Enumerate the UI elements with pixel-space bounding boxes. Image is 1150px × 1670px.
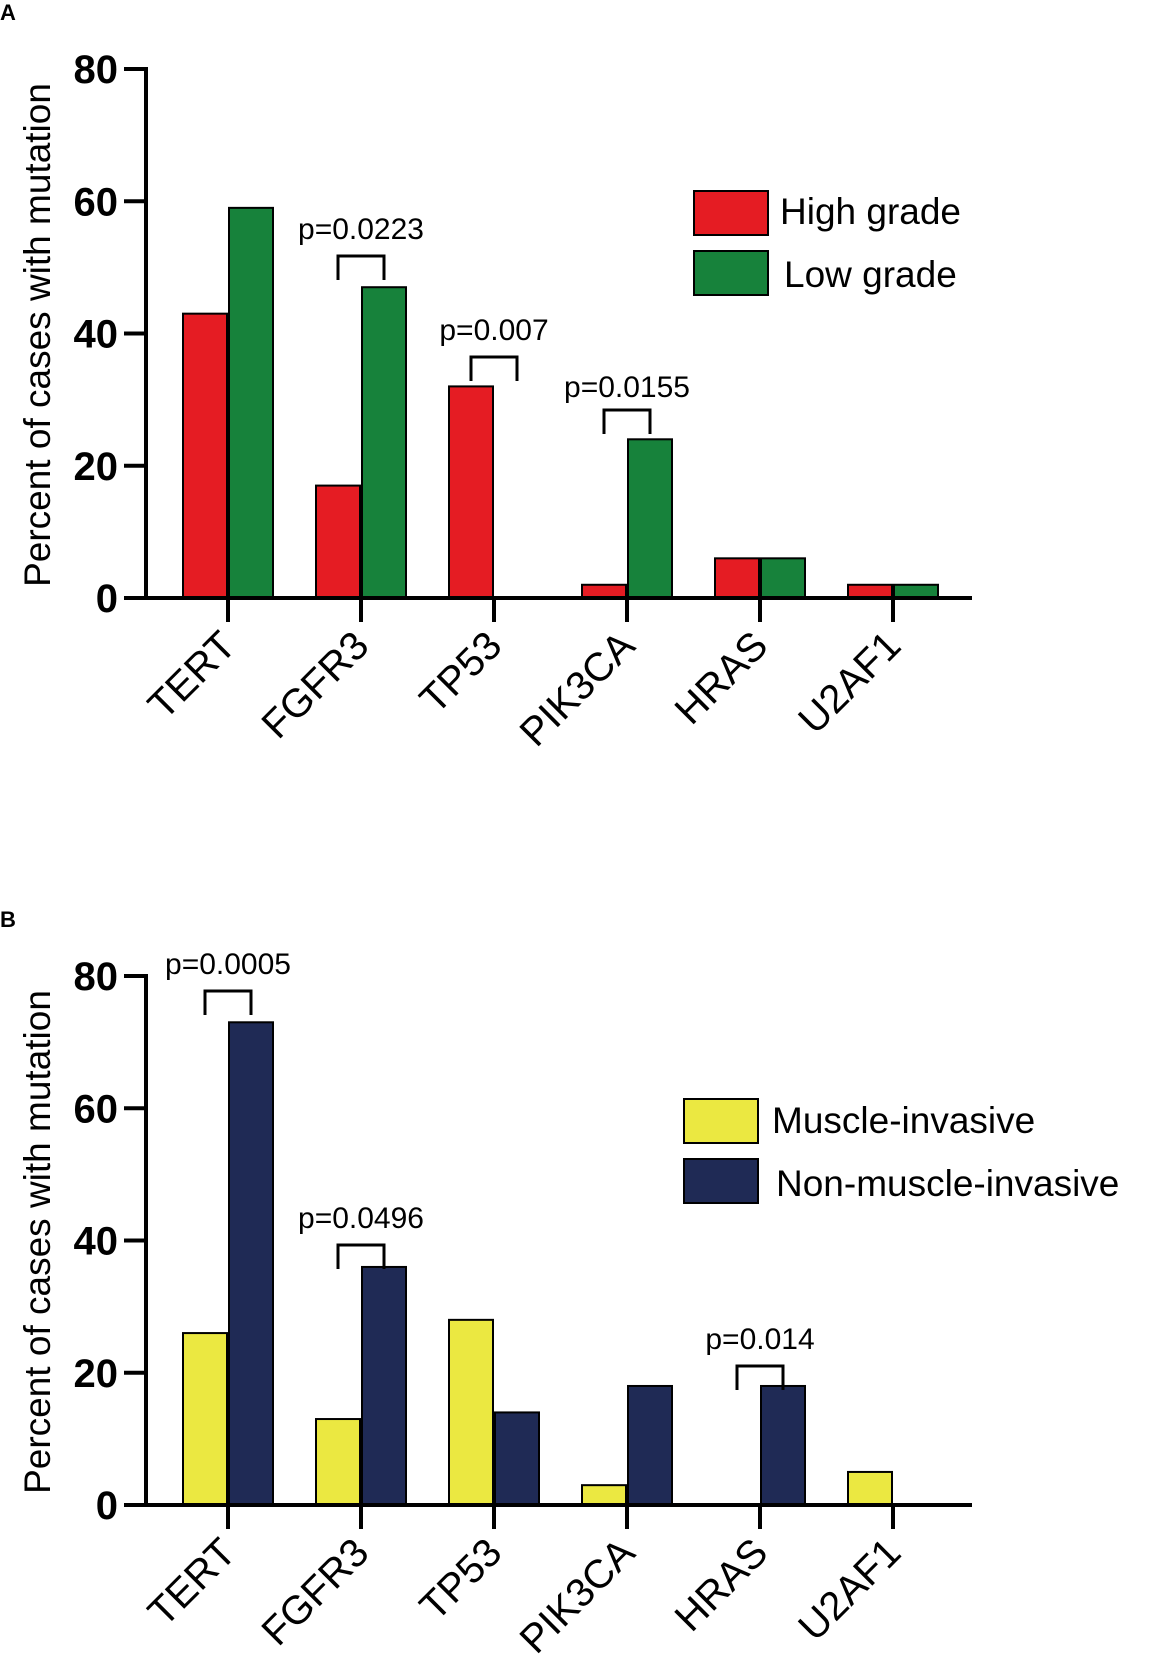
panel-a-significance-bracket-pik3ca bbox=[602, 408, 652, 434]
panel-b-bar-tert-non-muscle-invasive bbox=[228, 1021, 274, 1506]
panel-a-bar-hras-low-grade bbox=[760, 557, 806, 600]
panel-a-plot: 0 20 40 60 80 TERT FGFR3 TP53 PIK3CA HRAS U2AF1 p=0… bbox=[74, 48, 972, 755]
panel-b-bar-pik3ca-non-muscle-invasive bbox=[627, 1384, 673, 1506]
panel-b-bar-fgfr3-non-muscle-invasive bbox=[361, 1265, 407, 1506]
panel-a-x-tick-label-fgfr3: FGFR3 bbox=[254, 623, 378, 747]
panel-b: B Percent of cases with mutation 0 20 40 60… bbox=[0, 907, 1119, 1662]
panel-a-legend-swatch-high-grade bbox=[693, 190, 769, 236]
panel-a-bar-fgfr3-high-grade bbox=[315, 484, 361, 599]
panel-a-bar-tert-high-grade bbox=[182, 312, 228, 599]
panel-a-significance-bracket-tp53 bbox=[469, 355, 519, 381]
panel-b-x-tick-label-tert: TERT bbox=[140, 1530, 244, 1634]
panel-a-p-value-pik3ca: p=0.0155 bbox=[564, 371, 690, 404]
panel-a-legend-swatch-low-grade bbox=[693, 250, 769, 296]
panel-b-significance-bracket-hras bbox=[735, 1364, 785, 1390]
panel-b-x-tick-label-u2af1: U2AF1 bbox=[790, 1530, 909, 1649]
panel-b-p-value-tert: p=0.0005 bbox=[165, 948, 291, 981]
panel-b-legend: Muscle-invasive Non-muscle-invasive bbox=[683, 1098, 1119, 1204]
panel-a-p-value-fgfr3: p=0.0223 bbox=[298, 213, 424, 246]
panel-b-p-value-fgfr3: p=0.0496 bbox=[298, 1202, 424, 1235]
panel-b-y-axis-label: Percent of cases with mutation bbox=[17, 990, 58, 1494]
panel-b-bar-fgfr3-muscle-invasive bbox=[315, 1418, 361, 1506]
panel-b-legend-label-non-muscle-invasive: Non-muscle-invasive bbox=[776, 1163, 1119, 1204]
panel-a-y-tick-label-20: 20 bbox=[74, 445, 119, 489]
panel-a-letter: A bbox=[0, 0, 16, 25]
panel-b-legend-swatch-non-muscle-invasive bbox=[683, 1158, 759, 1204]
panel-b-y-tick-label-60: 60 bbox=[74, 1087, 119, 1131]
panel-a-y-tick-label-80: 80 bbox=[74, 48, 119, 92]
panel-a-x-tick-label-pik3ca: PIK3CA bbox=[512, 623, 644, 755]
panel-b-bar-pik3ca-muscle-invasive bbox=[581, 1484, 627, 1506]
panel-b-x-tick-label-pik3ca: PIK3CA bbox=[512, 1530, 644, 1662]
panel-a-y-tick-label-0: 0 bbox=[96, 577, 118, 621]
panel-b-legend-swatch-muscle-invasive bbox=[683, 1098, 759, 1144]
panel-b-y-tick-label-80: 80 bbox=[74, 955, 119, 999]
panel-a-x-tick-label-tp53: TP53 bbox=[412, 623, 511, 722]
panel-b-bar-hras-non-muscle-invasive bbox=[760, 1384, 806, 1506]
panel-b-legend-label-muscle-invasive: Muscle-invasive bbox=[772, 1100, 1035, 1141]
panel-b-letter: B bbox=[0, 907, 16, 932]
panel-a-legend: High grade Low grade bbox=[693, 190, 961, 296]
panel-b-bar-tp53-muscle-invasive bbox=[448, 1318, 494, 1506]
panel-b-significance-bracket-tert bbox=[203, 989, 253, 1015]
panel-a-x-tick-label-tert: TERT bbox=[140, 623, 244, 727]
panel-a-significance-bracket-fgfr3 bbox=[336, 254, 386, 280]
panel-b-y-tick-label-40: 40 bbox=[74, 1220, 119, 1264]
panel-b-bar-u2af1-muscle-invasive bbox=[847, 1470, 893, 1506]
panel-b-significance-bracket-fgfr3 bbox=[336, 1243, 386, 1269]
panel-a-bar-fgfr3-low-grade bbox=[361, 286, 407, 599]
panel-a-p-value-tp53: p=0.007 bbox=[439, 314, 548, 347]
panel-b-bar-tp53-non-muscle-invasive bbox=[494, 1411, 540, 1507]
panel-a-bar-pik3ca-low-grade bbox=[627, 438, 673, 599]
panel-b-bar-tert-muscle-invasive bbox=[182, 1332, 228, 1506]
panel-a-x-tick-label-hras: HRAS bbox=[667, 623, 777, 733]
panel-b-y-tick-label-20: 20 bbox=[74, 1352, 119, 1396]
panel-a-bar-hras-high-grade bbox=[714, 557, 760, 600]
panel-a-legend-label-high-grade: High grade bbox=[780, 191, 961, 232]
panel-b-x-tick-label-hras: HRAS bbox=[667, 1530, 777, 1640]
panel-b-x-tick-label-fgfr3: FGFR3 bbox=[254, 1530, 378, 1654]
panel-b-p-value-hras: p=0.014 bbox=[705, 1323, 814, 1356]
panel-a-y-tick-label-40: 40 bbox=[74, 313, 119, 357]
panel-b-x-tick-label-tp53: TP53 bbox=[412, 1530, 511, 1629]
panel-b-plot: 0 20 40 60 80 TERT FGFR3 TP53 PIK3CA HRAS U2AF1 p=0… bbox=[74, 948, 972, 1662]
panel-a-bar-tert-low-grade bbox=[228, 206, 274, 600]
panel-a-y-axis-label: Percent of cases with mutation bbox=[17, 83, 58, 587]
panel-b-y-tick-label-0: 0 bbox=[96, 1484, 118, 1528]
panel-a-y-tick-label-60: 60 bbox=[74, 180, 119, 224]
panel-a-legend-label-low-grade: Low grade bbox=[784, 254, 957, 295]
panel-a-bar-tp53-high-grade bbox=[448, 385, 494, 599]
panel-a: A Percent of cases with mutation 0 20 40 60… bbox=[0, 0, 972, 755]
panel-a-x-tick-label-u2af1: U2AF1 bbox=[790, 623, 909, 742]
